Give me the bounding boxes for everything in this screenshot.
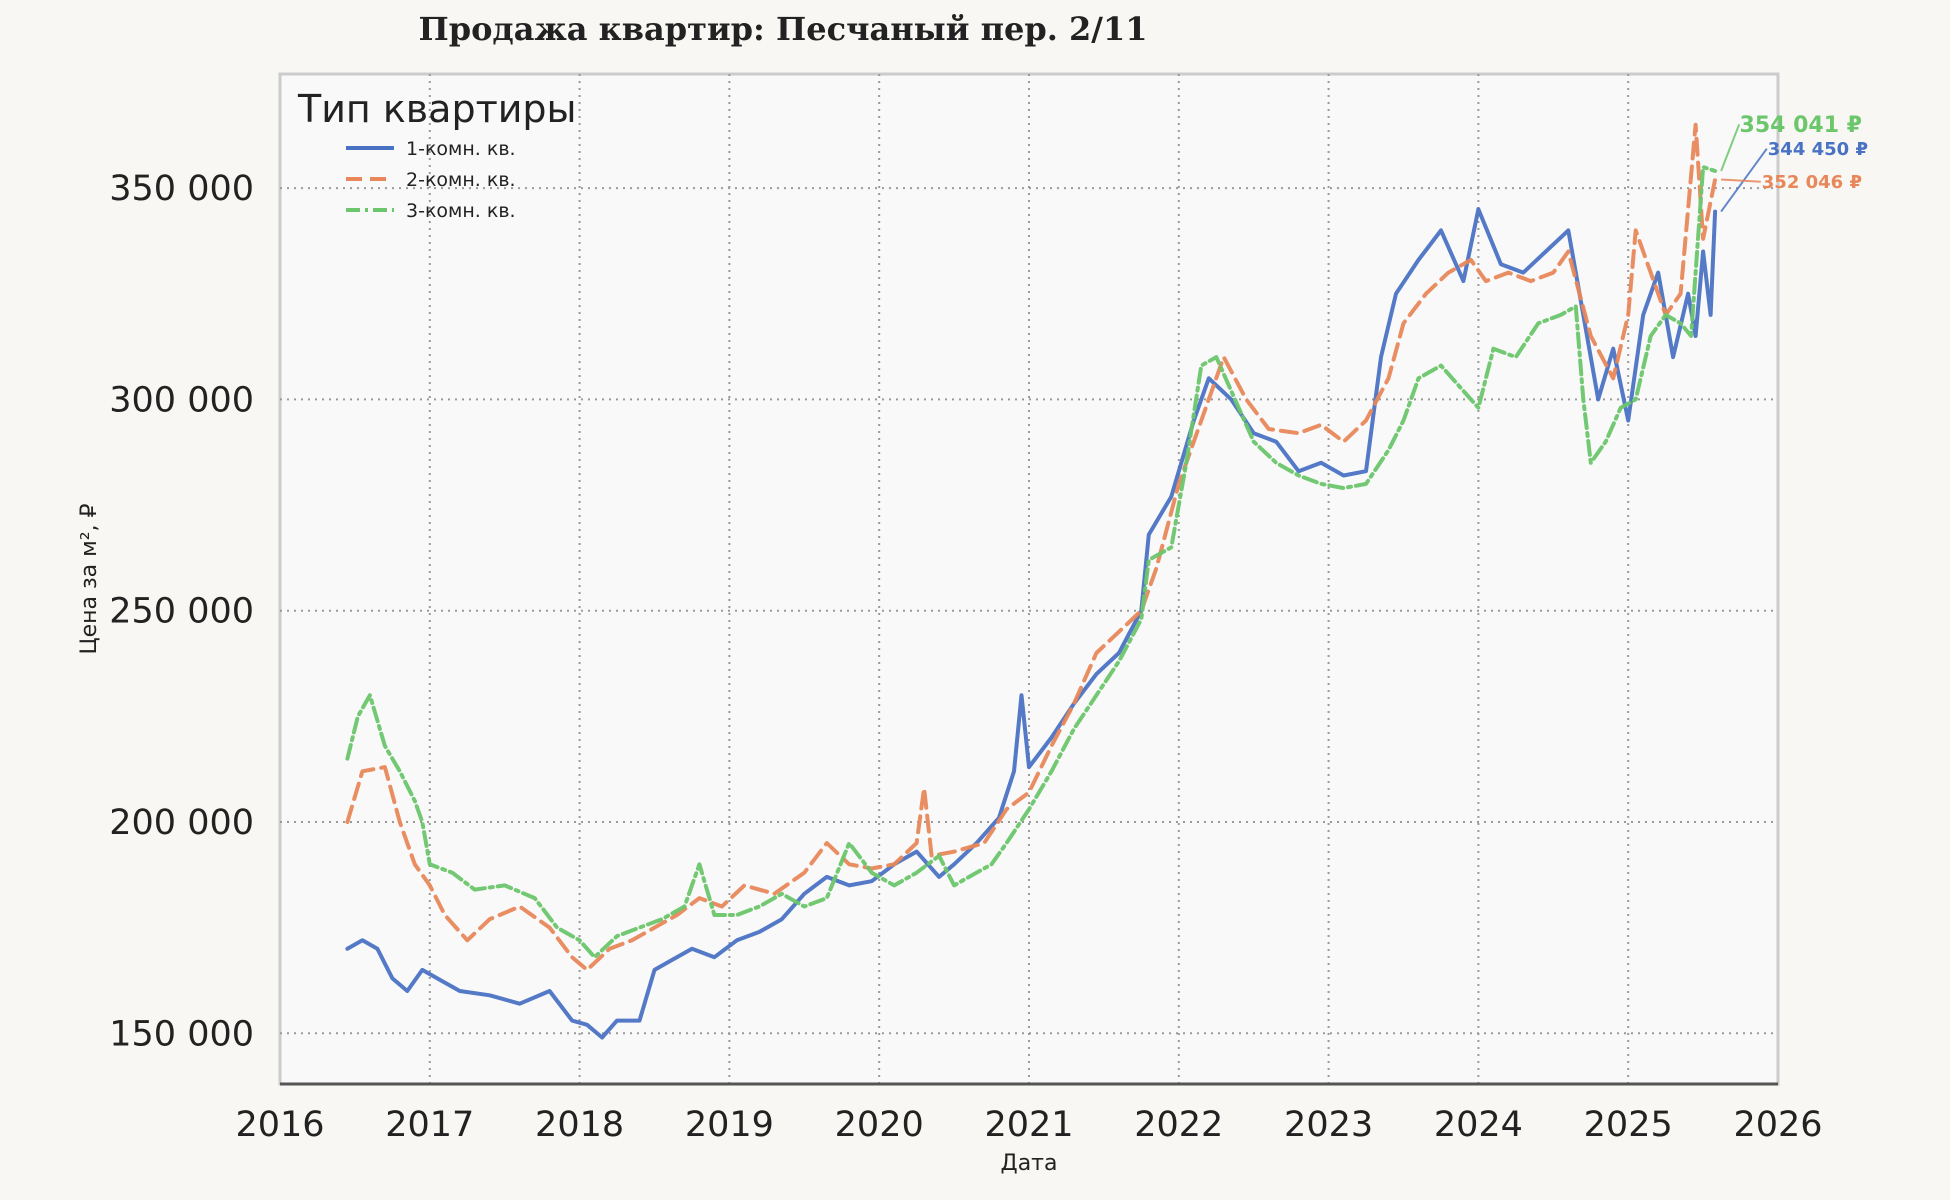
- x-tick-label: 2017: [385, 1105, 474, 1145]
- chart-title: Продажа квартир: Песчаный пер. 2/11: [418, 10, 1147, 48]
- grid: [280, 74, 1778, 1084]
- x-tick-label: 2023: [1284, 1105, 1373, 1145]
- legend-title: Тип квартиры: [297, 87, 577, 131]
- series-line-3: [345, 165, 1718, 960]
- x-tick-label: 2018: [535, 1105, 624, 1145]
- end-label-arrow: [1721, 178, 1761, 183]
- y-tick-label: 200 000: [109, 803, 254, 843]
- x-tick-label: 2022: [1134, 1105, 1223, 1145]
- x-tick-label: 2016: [235, 1105, 324, 1145]
- y-tick-label: 300 000: [109, 380, 254, 420]
- x-tick-label: 2024: [1434, 1105, 1523, 1145]
- x-axis-ticks: 2016 2017 2018 2019 2020 2021 2022 2023 2024 2025…: [235, 1105, 1822, 1145]
- legend-label: 1-комн. кв.: [406, 138, 516, 160]
- y-tick-label: 350 000: [109, 169, 254, 209]
- x-axis-label: Дата: [1001, 1151, 1058, 1176]
- end-label: 352 046 ₽: [1762, 172, 1862, 193]
- legend-label: 3-комн. кв.: [406, 200, 516, 222]
- legend: Тип квартиры 1-комн. кв. 2-комн. кв. 3-ком…: [297, 87, 577, 222]
- end-label-arrow: [1720, 123, 1741, 172]
- series-lines: [345, 122, 1718, 1040]
- end-label: 344 450 ₽: [1768, 139, 1868, 160]
- y-axis-label: Цена за м², ₽: [77, 503, 102, 654]
- series-line-2: [345, 122, 1718, 972]
- x-tick-label: 2020: [835, 1105, 924, 1145]
- x-tick-label: 2026: [1733, 1105, 1822, 1145]
- y-tick-label: 250 000: [109, 592, 254, 632]
- x-tick-label: 2025: [1584, 1105, 1673, 1145]
- x-tick-label: 2019: [685, 1105, 774, 1145]
- x-tick-label: 2021: [984, 1105, 1073, 1145]
- y-axis-ticks: 150 000 200 000 250 000 300 000 350 000: [109, 169, 254, 1054]
- legend-label: 2-комн. кв.: [406, 169, 516, 191]
- end-labels: 344 450 ₽ 352 046 ₽ 354 041 ₽: [1720, 113, 1868, 213]
- end-label: 354 041 ₽: [1740, 113, 1862, 138]
- y-tick-label: 150 000: [109, 1014, 254, 1054]
